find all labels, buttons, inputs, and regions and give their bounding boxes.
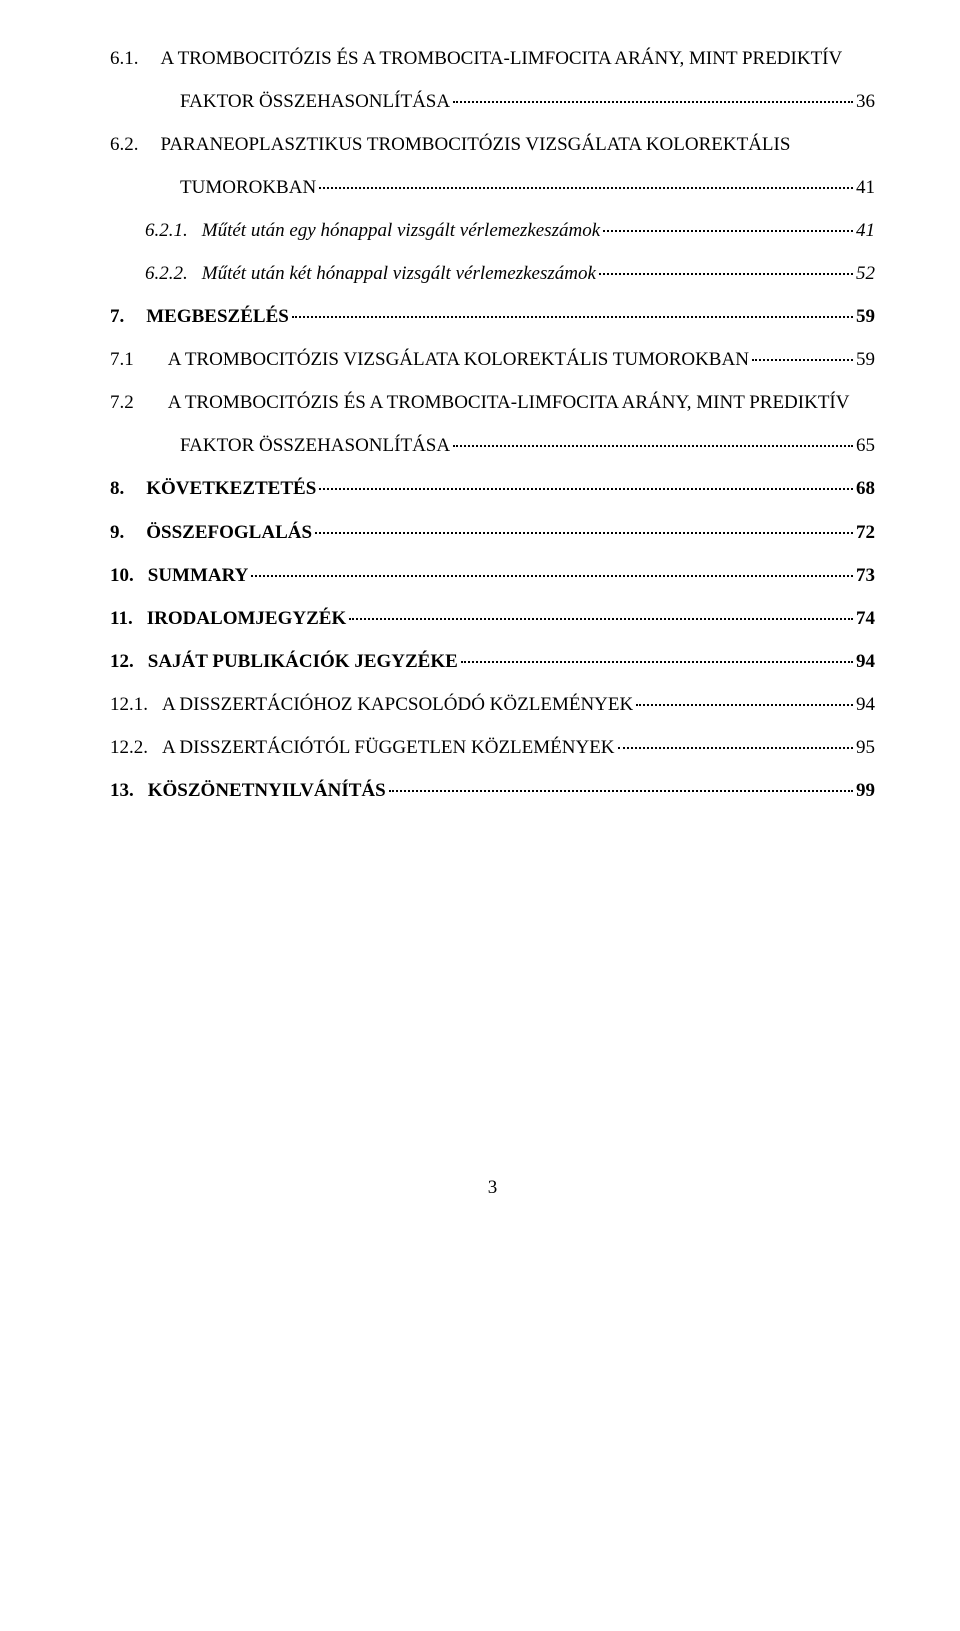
toc-page: 36 <box>856 83 875 120</box>
toc-page: 59 <box>856 298 875 335</box>
toc-text: A DISSZERTÁCIÓTÓL FÜGGETLEN KÖZLEMÉNYEK <box>162 729 615 766</box>
toc-text: PARANEOPLASZTIKUS TROMBOCITÓZIS VIZSGÁLA… <box>161 126 791 163</box>
toc-number: 6.2.2. <box>145 255 188 292</box>
toc-text: A DISSZERTÁCIÓHOZ KAPCSOLÓDÓ KÖZLEMÉNYEK <box>162 686 633 723</box>
toc-page: 68 <box>856 470 875 507</box>
toc-page: 52 <box>856 255 875 292</box>
toc-entry: 13. KÖSZÖNETNYILVÁNÍTÁS 99 <box>110 772 875 809</box>
toc-text: A TROMBOCITÓZIS ÉS A TROMBOCITA-LIMFOCIT… <box>168 384 850 421</box>
toc-page: 74 <box>856 600 875 637</box>
toc-entry: 9. ÖSSZEFOGLALÁS 72 <box>110 514 875 551</box>
toc-entry: 6.2. PARANEOPLASZTIKUS TROMBOCITÓZIS VIZ… <box>110 126 875 163</box>
toc-text: Műtét után egy hónappal vizsgált vérleme… <box>202 212 600 249</box>
toc-number: 7.1 <box>110 341 134 378</box>
toc-number: 12.2. <box>110 729 148 766</box>
toc-page: 65 <box>856 427 875 464</box>
toc-entry: 10. SUMMARY 73 <box>110 557 875 594</box>
toc-entry: 6.2.1. Műtét után egy hónappal vizsgált … <box>110 212 875 249</box>
toc-text: SAJÁT PUBLIKÁCIÓK JEGYZÉKE <box>148 643 458 680</box>
toc-entry: 7.2 A TROMBOCITÓZIS ÉS A TROMBOCITA-LIMF… <box>110 384 875 421</box>
toc-number: 6.2.1. <box>145 212 188 249</box>
toc-entry: 7. MEGBESZÉLÉS 59 <box>110 298 875 335</box>
toc-number: 11. <box>110 600 133 637</box>
toc-entry: 6.2.2. Műtét után két hónappal vizsgált … <box>110 255 875 292</box>
toc-page: 41 <box>856 212 875 249</box>
toc-number: 13. <box>110 772 134 809</box>
toc-number: 12. <box>110 643 134 680</box>
toc-number: 9. <box>110 514 124 551</box>
toc-entry: 11. IRODALOMJEGYZÉK 74 <box>110 600 875 637</box>
toc-page: 94 <box>856 643 875 680</box>
toc-text: A TROMBOCITÓZIS VIZSGÁLATA KOLOREKTÁLIS … <box>168 341 749 378</box>
toc-text: A TROMBOCITÓZIS ÉS A TROMBOCITA-LIMFOCIT… <box>161 40 843 77</box>
toc-page: 95 <box>856 729 875 766</box>
toc-entry: 7.1 A TROMBOCITÓZIS VIZSGÁLATA KOLOREKTÁ… <box>110 341 875 378</box>
toc-text: KÖVETKEZTETÉS <box>146 470 316 507</box>
toc-entry-continuation: FAKTOR ÖSSZEHASONLÍTÁSA 36 <box>110 83 875 120</box>
toc-text: FAKTOR ÖSSZEHASONLÍTÁSA <box>110 427 450 464</box>
toc-page: 72 <box>856 514 875 551</box>
toc-text: MEGBESZÉLÉS <box>146 298 289 335</box>
toc-entry: 12. SAJÁT PUBLIKÁCIÓK JEGYZÉKE 94 <box>110 643 875 680</box>
toc-page: 41 <box>856 169 875 206</box>
toc-text: KÖSZÖNETNYILVÁNÍTÁS <box>148 772 386 809</box>
toc-entry: 6.1. A TROMBOCITÓZIS ÉS A TROMBOCITA-LIM… <box>110 40 875 77</box>
toc-number: 8. <box>110 470 124 507</box>
toc-number: 6.1. <box>110 40 139 77</box>
toc-text: ÖSSZEFOGLALÁS <box>146 514 312 551</box>
toc-entry: 12.1. A DISSZERTÁCIÓHOZ KAPCSOLÓDÓ KÖZLE… <box>110 686 875 723</box>
toc-entry-continuation: TUMOROKBAN 41 <box>110 169 875 206</box>
page-number: 3 <box>110 1169 875 1206</box>
toc-page: 73 <box>856 557 875 594</box>
toc-text: SUMMARY <box>148 557 249 594</box>
toc-number: 10. <box>110 557 134 594</box>
toc-page: 59 <box>856 341 875 378</box>
toc-text: IRODALOMJEGYZÉK <box>147 600 347 637</box>
toc-text: Műtét után két hónappal vizsgált vérleme… <box>202 255 596 292</box>
toc-text: FAKTOR ÖSSZEHASONLÍTÁSA <box>110 83 450 120</box>
toc-page: 99 <box>856 772 875 809</box>
toc-number: 12.1. <box>110 686 148 723</box>
toc-number: 7. <box>110 298 124 335</box>
toc-page: 94 <box>856 686 875 723</box>
toc-number: 7.2 <box>110 384 134 421</box>
toc-number: 6.2. <box>110 126 139 163</box>
toc-entry: 12.2. A DISSZERTÁCIÓTÓL FÜGGETLEN KÖZLEM… <box>110 729 875 766</box>
toc-entry-continuation: FAKTOR ÖSSZEHASONLÍTÁSA 65 <box>110 427 875 464</box>
table-of-contents: 6.1. A TROMBOCITÓZIS ÉS A TROMBOCITA-LIM… <box>110 40 875 809</box>
toc-text: TUMOROKBAN <box>110 169 316 206</box>
toc-entry: 8. KÖVETKEZTETÉS 68 <box>110 470 875 507</box>
